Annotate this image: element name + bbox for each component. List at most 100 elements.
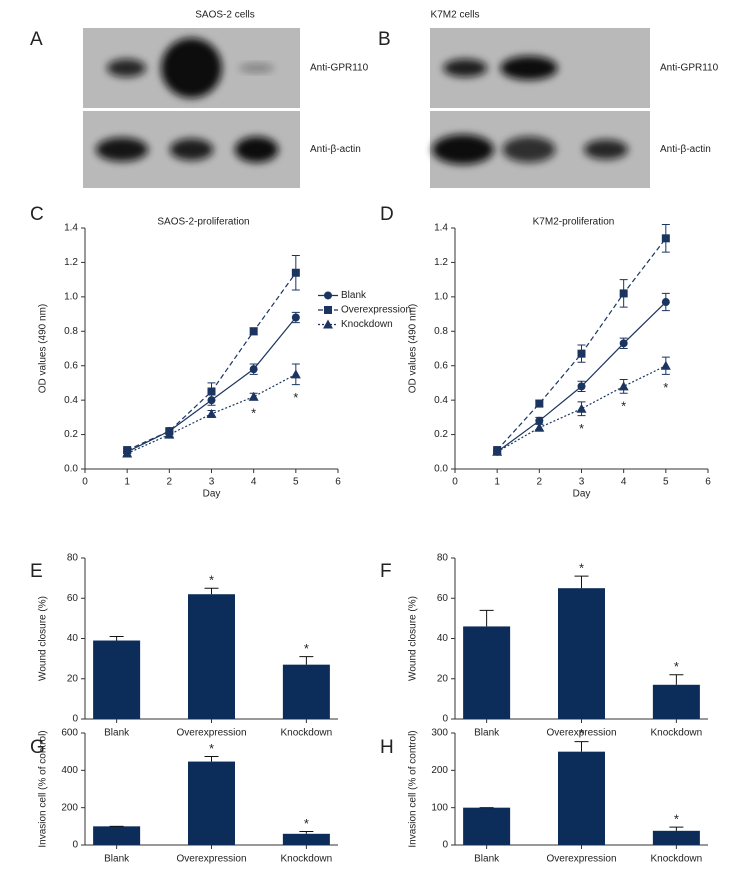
marker <box>534 422 545 432</box>
y-tick-label: 0.6 <box>64 360 78 371</box>
y-tick-label: 0.0 <box>434 464 448 475</box>
blot-band <box>161 38 222 98</box>
significance-mark: * <box>579 421 584 436</box>
x-tick-label: Overexpression <box>176 728 246 739</box>
blot-band <box>239 64 274 72</box>
y-tick-label: 1.4 <box>64 223 78 234</box>
marker <box>577 349 586 358</box>
marker <box>290 369 301 379</box>
panel-letter: B <box>378 29 391 50</box>
error-bar <box>299 831 314 834</box>
blot-band <box>96 137 149 162</box>
y-tick-label: 0 <box>442 714 448 725</box>
marker <box>291 268 300 277</box>
y-tick-label: 0.4 <box>64 395 78 406</box>
bar <box>188 761 235 845</box>
marker <box>291 313 300 322</box>
y-tick-label: 60 <box>437 593 449 604</box>
y-tick-label: 0.8 <box>64 326 78 337</box>
y-tick-label: 80 <box>437 553 449 564</box>
y-tick-label: 0.2 <box>64 429 78 440</box>
y-tick-label: 200 <box>61 802 78 813</box>
panel-letter: C <box>30 204 44 225</box>
error-bar <box>669 674 684 685</box>
panel-letter: D <box>380 204 394 225</box>
x-tick-label: Blank <box>474 728 500 739</box>
bar <box>282 664 330 719</box>
y-tick-label: 200 <box>431 765 448 776</box>
bar <box>652 684 700 719</box>
significance-mark: * <box>304 641 309 656</box>
blot-band <box>502 136 556 163</box>
marker <box>206 408 217 418</box>
bar <box>463 807 511 845</box>
panel-letter: G <box>30 737 45 758</box>
x-tick-label: Overexpression <box>176 854 246 865</box>
y-tick-label: 600 <box>61 728 78 739</box>
marker <box>535 416 544 425</box>
legend-marker <box>324 305 332 314</box>
y-tick-label: 100 <box>431 802 448 813</box>
error-bar <box>109 635 124 641</box>
blot-title: K7M2 cells <box>431 10 480 21</box>
marker <box>618 381 629 391</box>
y-axis-label: Invasion cell (% of control) <box>38 730 49 847</box>
y-tick-label: 300 <box>431 728 448 739</box>
x-tick-label: 4 <box>251 477 257 488</box>
blot-band <box>500 56 558 80</box>
x-tick-label: 4 <box>621 477 627 488</box>
blot-band <box>432 134 494 165</box>
bar <box>93 640 141 719</box>
series-line <box>496 365 667 453</box>
marker <box>122 448 133 458</box>
y-axis-label: Wound closure (%) <box>38 596 49 681</box>
blot-band <box>443 59 488 77</box>
significance-mark: * <box>579 561 584 576</box>
y-tick-label: 80 <box>67 553 79 564</box>
x-tick-label: 2 <box>167 477 173 488</box>
bar <box>652 830 700 845</box>
error-bar <box>204 587 219 595</box>
marker <box>535 399 544 408</box>
bar <box>188 594 235 719</box>
series-line <box>126 272 297 451</box>
panel-letter: F <box>380 561 392 582</box>
y-tick-label: 1.0 <box>64 291 78 302</box>
bar <box>282 833 330 845</box>
panel-letter: A <box>30 29 43 50</box>
x-tick-label: 0 <box>82 477 88 488</box>
marker <box>619 339 628 348</box>
marker <box>249 365 258 374</box>
y-axis-label: Wound closure (%) <box>408 596 419 681</box>
error-bar <box>574 575 589 589</box>
y-tick-label: 0.2 <box>434 429 448 440</box>
blot-title: SAOS-2 cells <box>195 10 254 21</box>
marker <box>660 360 671 370</box>
panel-letter: E <box>30 561 43 582</box>
marker <box>249 327 258 336</box>
y-tick-label: 20 <box>437 673 449 684</box>
marker <box>207 387 216 396</box>
error-bar <box>299 656 314 665</box>
significance-mark: * <box>674 659 679 674</box>
significance-mark: * <box>304 816 309 831</box>
x-tick-label: Overexpression <box>546 728 616 739</box>
significance-mark: * <box>251 406 256 421</box>
marker <box>619 289 628 298</box>
legend-label: Blank <box>341 290 367 301</box>
y-tick-label: 60 <box>67 593 79 604</box>
legend-label: Knockdown <box>341 319 393 330</box>
error-bar <box>669 826 684 831</box>
x-tick-label: 1 <box>124 477 130 488</box>
marker <box>577 382 586 391</box>
y-tick-label: 400 <box>61 765 78 776</box>
x-axis-label: Day <box>573 489 591 500</box>
blot-label: Anti-β-actin <box>660 144 711 155</box>
x-axis-label: Day <box>203 489 221 500</box>
significance-mark: * <box>579 726 584 741</box>
x-tick-label: Overexpression <box>546 854 616 865</box>
y-tick-label: 1.2 <box>434 257 448 268</box>
y-tick-label: 40 <box>67 633 79 644</box>
error-bar <box>204 756 219 762</box>
significance-mark: * <box>209 741 214 756</box>
